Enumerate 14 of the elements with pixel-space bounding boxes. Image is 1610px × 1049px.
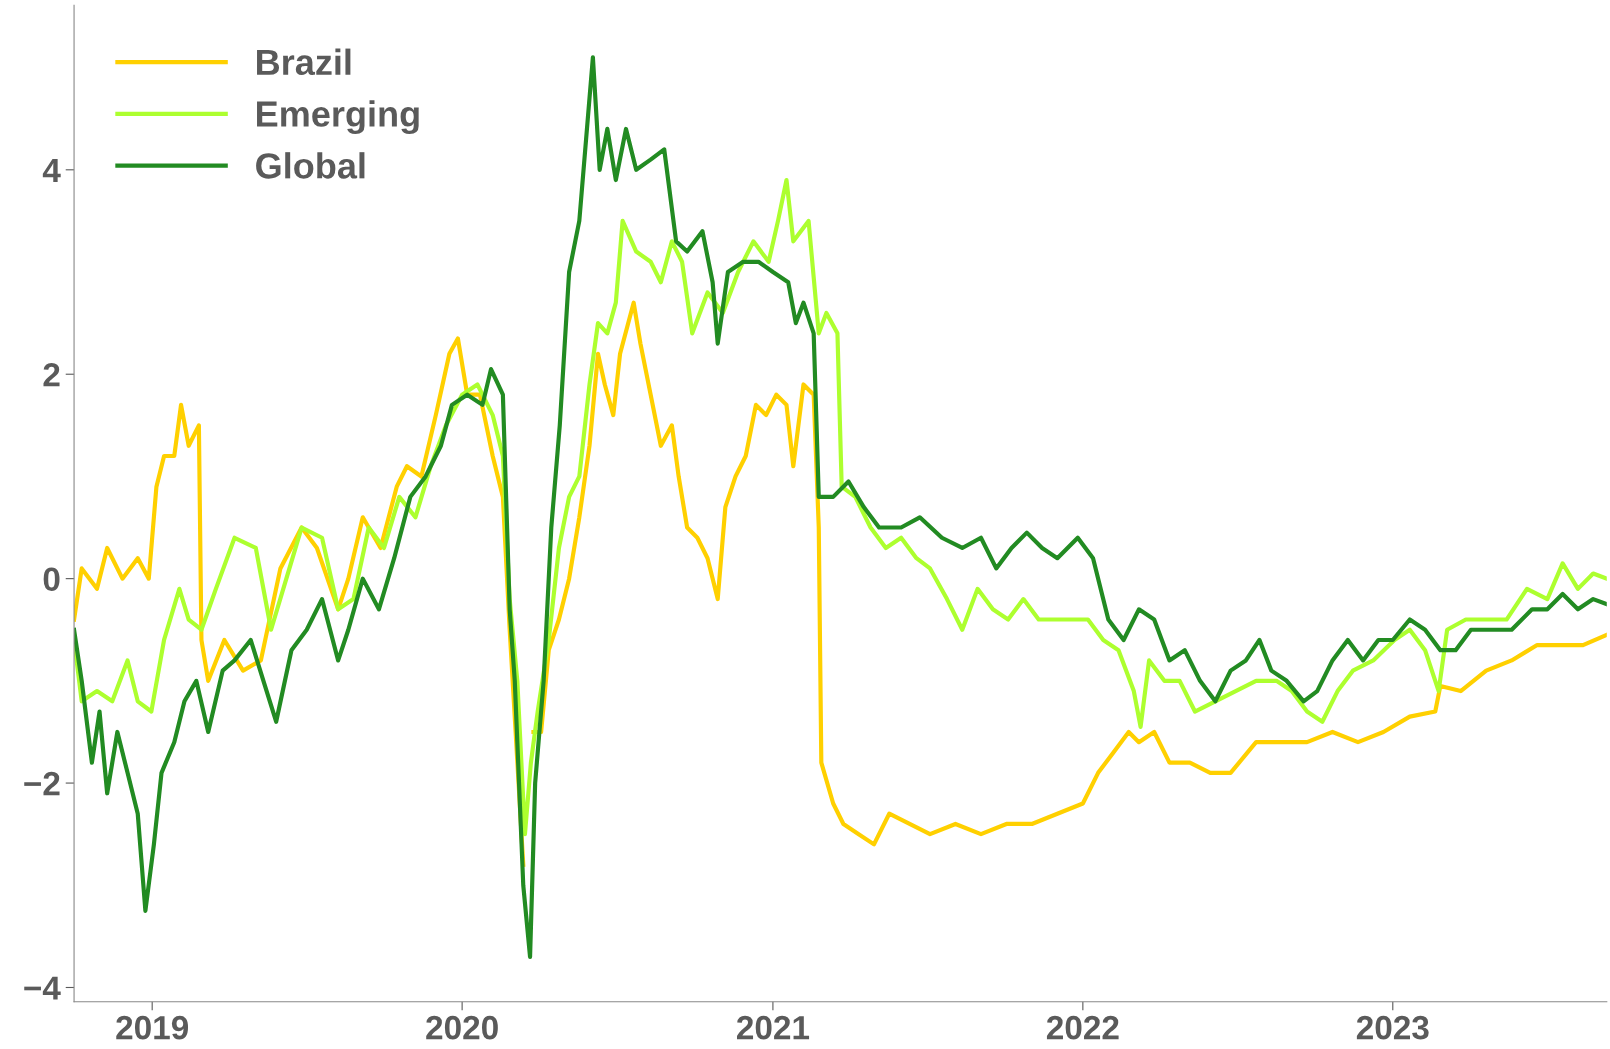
x-tick-label: 2021 — [737, 1015, 810, 1040]
x-tick-label: 2019 — [116, 1015, 189, 1040]
y-tick-label: −2 — [24, 771, 60, 796]
y-tick-label: 2 — [43, 363, 60, 387]
y-tick-label: 0 — [43, 567, 60, 592]
line-series — [74, 177, 1607, 837]
x-tick-label: 2020 — [426, 1015, 498, 1040]
y-tick-label: −4 — [24, 976, 61, 1000]
y-tick-label: 4 — [42, 158, 61, 182]
x-tick-label: 2023 — [1356, 1015, 1429, 1040]
legend-label: Emerging — [257, 100, 419, 135]
legend-label: Brazil — [257, 48, 351, 76]
x-tick-label: 2022 — [1046, 1015, 1119, 1040]
legend-label: Global — [256, 152, 365, 179]
